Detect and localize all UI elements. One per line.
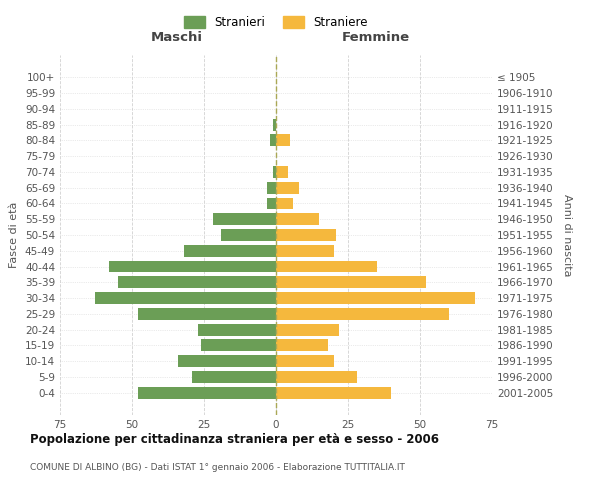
Bar [276, 182, 299, 194]
Y-axis label: Fasce di età: Fasce di età [10, 202, 19, 268]
Bar [276, 214, 319, 225]
Bar [276, 292, 475, 304]
Bar [276, 198, 293, 209]
Bar [276, 308, 449, 320]
Bar [193, 371, 276, 383]
Bar [273, 166, 276, 178]
Bar [276, 340, 328, 351]
Bar [276, 276, 426, 288]
Bar [198, 324, 276, 336]
Bar [273, 118, 276, 130]
Bar [109, 260, 276, 272]
Bar [138, 308, 276, 320]
Bar [276, 371, 356, 383]
Text: COMUNE DI ALBINO (BG) - Dati ISTAT 1° gennaio 2006 - Elaborazione TUTTITALIA.IT: COMUNE DI ALBINO (BG) - Dati ISTAT 1° ge… [30, 462, 405, 471]
Bar [118, 276, 276, 288]
Bar [212, 214, 276, 225]
Bar [201, 340, 276, 351]
Bar [138, 387, 276, 398]
Y-axis label: Anni di nascita: Anni di nascita [562, 194, 572, 276]
Bar [276, 260, 377, 272]
Bar [276, 245, 334, 256]
Text: Maschi: Maschi [151, 31, 203, 44]
Legend: Stranieri, Straniere: Stranieri, Straniere [179, 11, 373, 34]
Bar [268, 198, 276, 209]
Bar [268, 182, 276, 194]
Bar [276, 229, 337, 241]
Bar [184, 245, 276, 256]
Bar [178, 356, 276, 367]
Bar [95, 292, 276, 304]
Bar [276, 134, 290, 146]
Bar [276, 356, 334, 367]
Bar [276, 166, 287, 178]
Bar [276, 387, 391, 398]
Text: Femmine: Femmine [341, 31, 409, 44]
Bar [270, 134, 276, 146]
Text: Popolazione per cittadinanza straniera per età e sesso - 2006: Popolazione per cittadinanza straniera p… [30, 432, 439, 446]
Bar [221, 229, 276, 241]
Bar [276, 324, 340, 336]
